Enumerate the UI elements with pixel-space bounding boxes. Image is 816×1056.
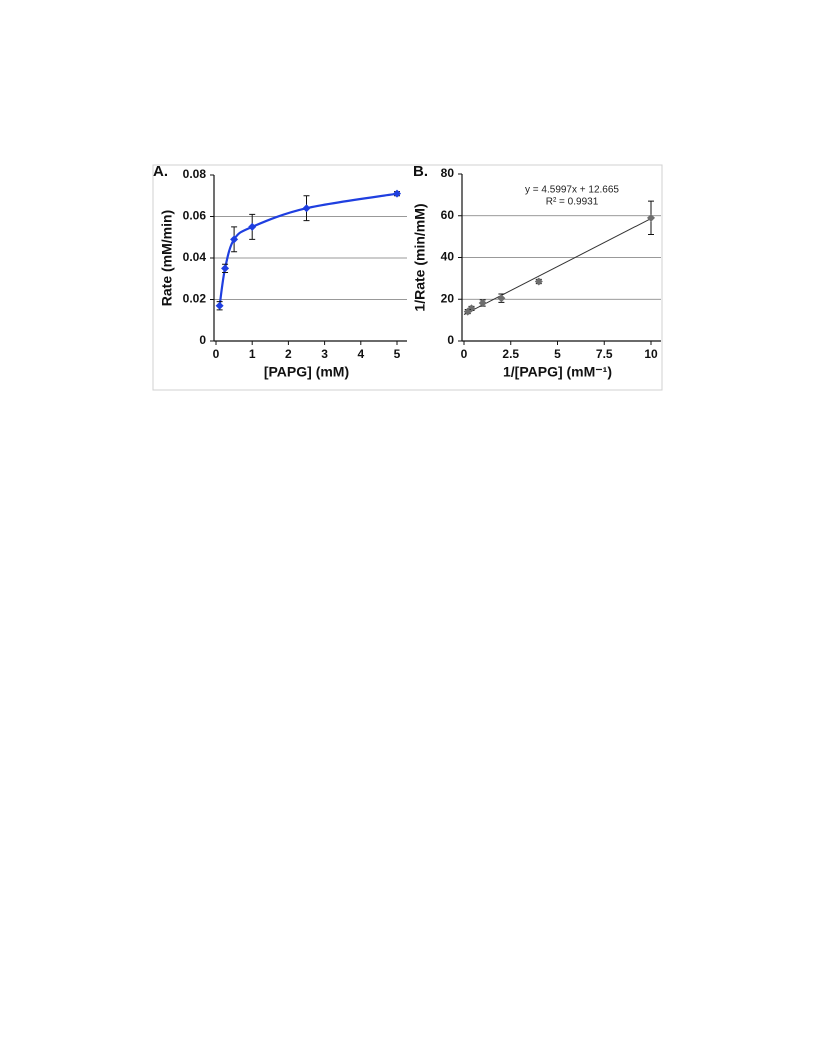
y-tick-label: 80 [441, 166, 455, 180]
data-point [221, 264, 230, 273]
panel-label: B. [413, 163, 428, 180]
x-tick-label: 3 [321, 347, 328, 361]
data-point [248, 222, 257, 231]
x-axis-title: [PAPG] (mM) [264, 364, 349, 380]
figure-frame [152, 164, 663, 391]
x-tick-label: 7.5 [596, 347, 613, 361]
y-tick-label: 0.02 [183, 292, 207, 306]
data-point [302, 204, 311, 213]
y-tick-label: 20 [441, 291, 455, 305]
x-tick-label: 5 [554, 347, 561, 361]
x-axis-title: 1/[PAPG] (mM⁻¹) [503, 364, 612, 380]
annotation: y = 4.5997x + 12.665 [525, 185, 619, 196]
y-axis-title: Rate (mM/min) [159, 210, 175, 306]
x-tick-label: 4 [357, 347, 364, 361]
trendline [463, 218, 652, 316]
data-point [215, 301, 224, 310]
data-point [497, 294, 506, 303]
y-tick-label: 0.04 [183, 250, 207, 264]
x-tick-label: 2.5 [502, 347, 519, 361]
y-tick-label: 0.06 [183, 209, 207, 223]
panel-label: A. [153, 163, 168, 180]
data-point [478, 299, 487, 308]
data-point [463, 307, 472, 316]
y-axis-title: 1/Rate (min/mM) [412, 203, 428, 311]
x-tick-label: 0 [213, 347, 220, 361]
x-tick-label: 2 [285, 347, 292, 361]
x-tick-label: 10 [644, 347, 658, 361]
data-point [647, 213, 655, 222]
curve [218, 192, 398, 306]
x-tick-label: 5 [394, 347, 401, 361]
data-point [393, 189, 401, 198]
y-tick-label: 0 [199, 333, 206, 347]
data-point [230, 235, 239, 244]
x-tick-label: 0 [461, 347, 468, 361]
y-tick-label: 40 [441, 250, 455, 264]
y-tick-label: 0 [447, 333, 454, 347]
y-tick-label: 0.08 [183, 167, 207, 181]
y-tick-label: 60 [441, 208, 455, 222]
x-tick-label: 1 [249, 347, 256, 361]
data-point [534, 277, 543, 286]
annotation: R² = 0.9931 [546, 197, 599, 208]
